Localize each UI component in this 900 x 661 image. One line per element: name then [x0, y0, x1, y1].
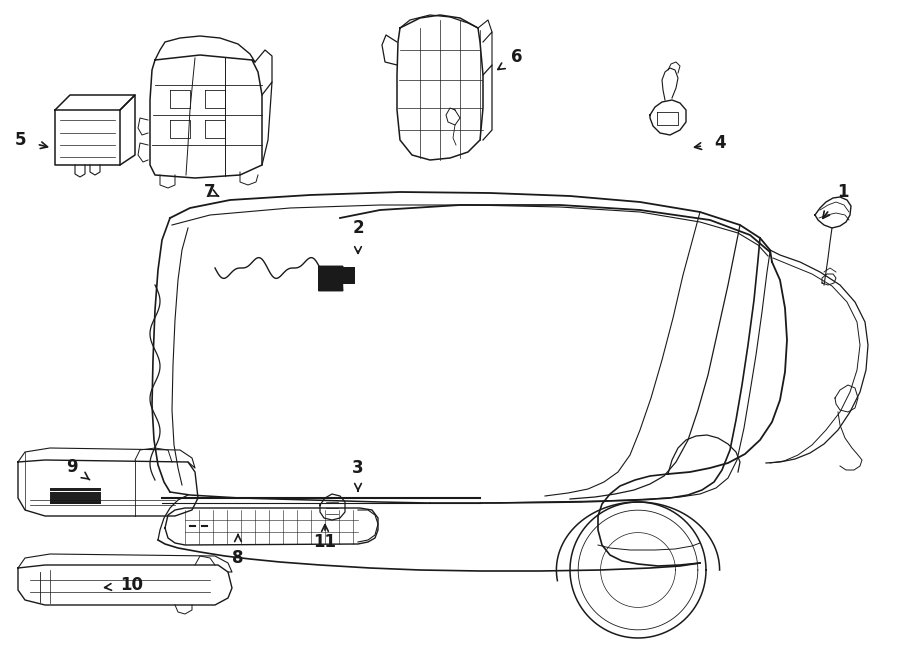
- Text: 3: 3: [352, 459, 364, 491]
- Text: 4: 4: [695, 134, 725, 152]
- Text: 11: 11: [313, 525, 337, 551]
- Text: 9: 9: [67, 458, 90, 480]
- Text: 10: 10: [104, 576, 143, 594]
- Text: 8: 8: [232, 535, 244, 567]
- Text: 2: 2: [352, 219, 364, 253]
- Text: 7: 7: [204, 183, 219, 201]
- Text: 6: 6: [498, 48, 523, 69]
- Text: 5: 5: [14, 131, 48, 149]
- Text: 1: 1: [823, 183, 849, 218]
